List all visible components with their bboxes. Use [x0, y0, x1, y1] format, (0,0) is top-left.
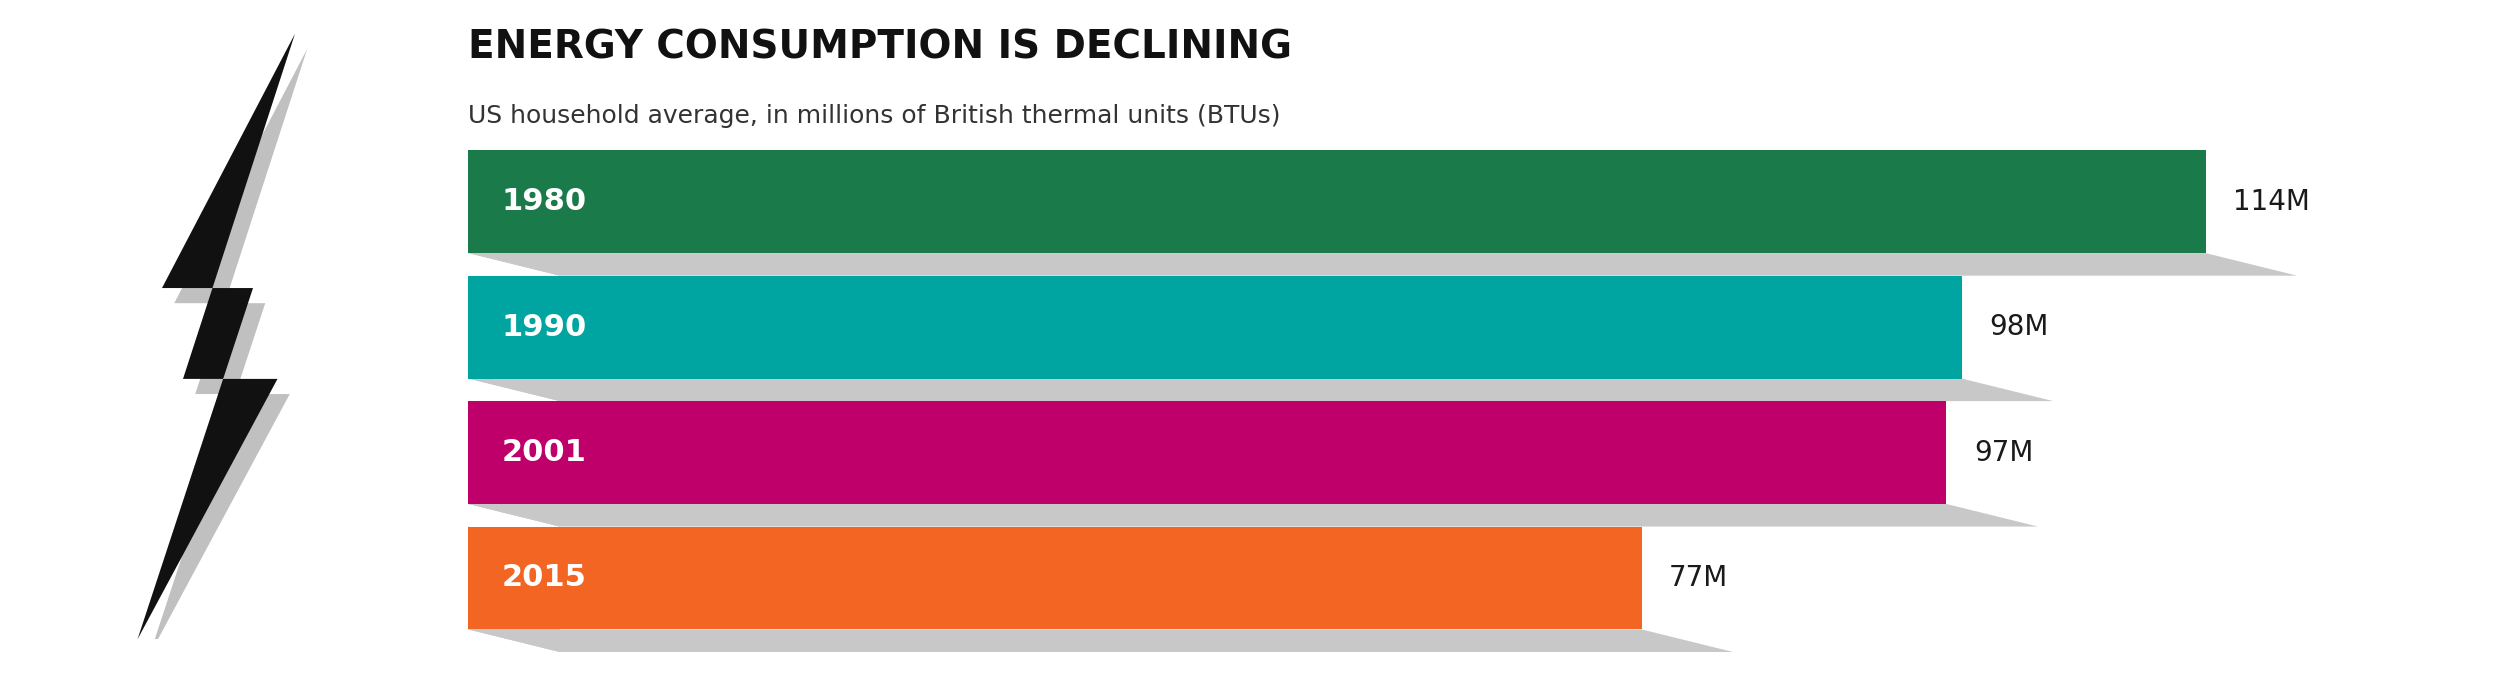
Text: 98M: 98M — [1990, 313, 2047, 341]
Polygon shape — [468, 629, 1732, 652]
Polygon shape — [468, 378, 2052, 401]
Text: US household average, in millions of British thermal units (BTUs): US household average, in millions of Bri… — [468, 104, 1280, 128]
Text: 97M: 97M — [1975, 439, 2032, 466]
Bar — [468, 276, 1963, 378]
Bar — [468, 401, 1948, 504]
Polygon shape — [138, 34, 295, 639]
Polygon shape — [468, 276, 560, 401]
Text: ENERGY CONSUMPTION IS DECLINING: ENERGY CONSUMPTION IS DECLINING — [468, 28, 1292, 67]
Bar — [468, 150, 2205, 253]
Polygon shape — [468, 401, 560, 526]
Text: 77M: 77M — [1670, 564, 1727, 592]
Bar — [468, 526, 1642, 629]
Text: 1980: 1980 — [500, 187, 588, 216]
Polygon shape — [468, 253, 2298, 276]
Polygon shape — [468, 504, 2037, 526]
Text: 114M: 114M — [2232, 188, 2310, 215]
Text: 2015: 2015 — [500, 563, 585, 592]
Polygon shape — [468, 150, 560, 276]
Polygon shape — [468, 526, 560, 652]
Text: 1990: 1990 — [500, 312, 588, 342]
Text: 2001: 2001 — [500, 438, 585, 467]
Polygon shape — [150, 48, 308, 654]
